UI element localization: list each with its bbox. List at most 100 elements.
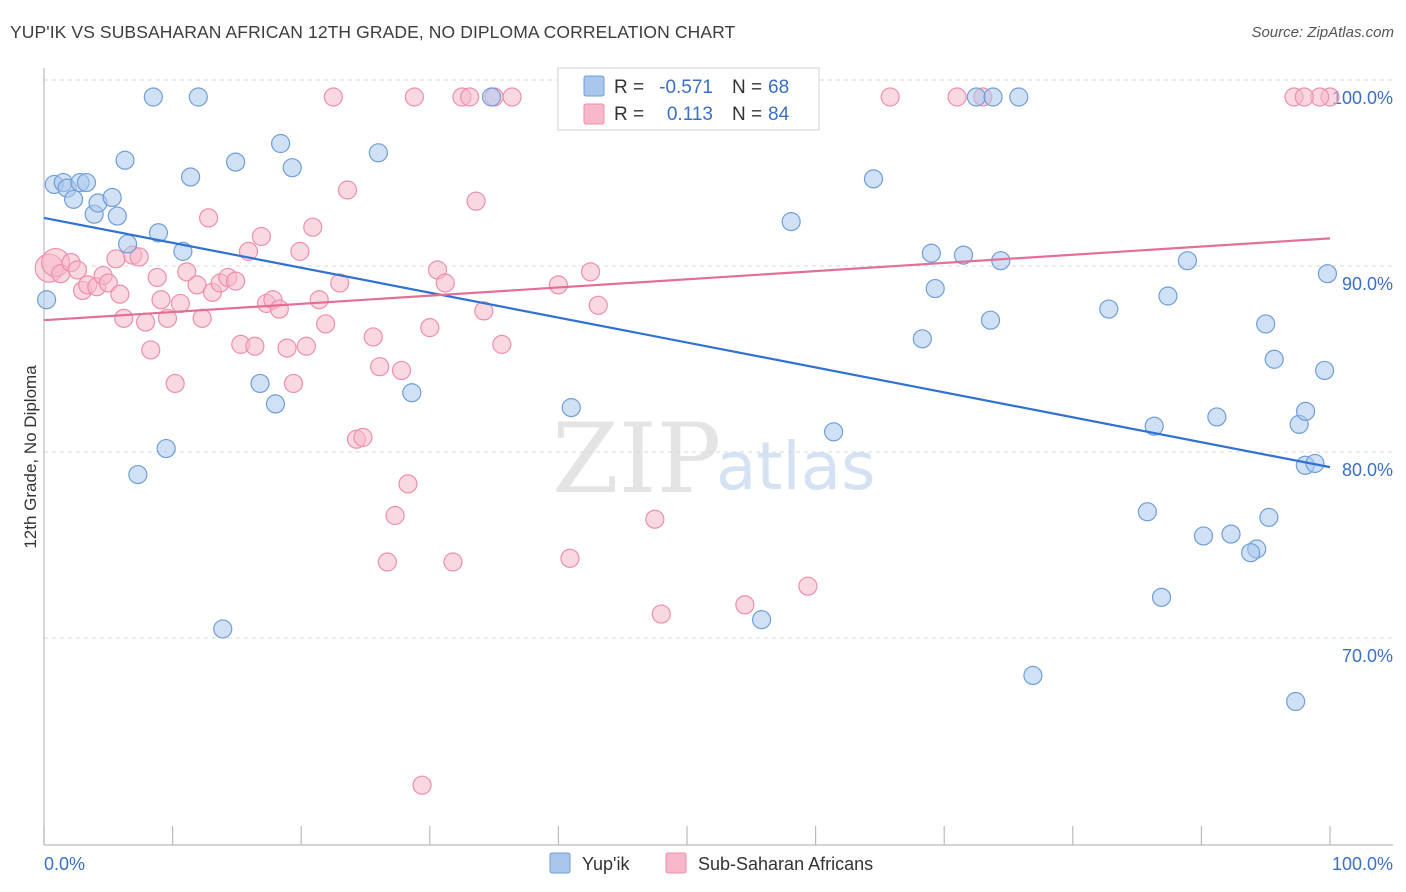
yupik-point [1158, 286, 1178, 306]
yupik-point [156, 438, 176, 459]
sub-saharan-point [283, 373, 304, 394]
sub-saharan-point [67, 260, 88, 280]
yupik-point [102, 187, 122, 208]
y-tick-label-90: 90.0% [1342, 274, 1393, 294]
trend-line-sub-saharan [43, 237, 1331, 322]
source-credit: Source: ZipAtlas.com [1251, 24, 1394, 41]
yupik-point [1256, 314, 1276, 334]
sub-saharan-point [377, 552, 397, 572]
series-yupik-points [36, 87, 1338, 712]
bottom-legend-label-sub-saharan: Sub-Saharan Africans [698, 854, 873, 874]
yupik-point [1221, 524, 1241, 544]
yupik-point [980, 310, 1001, 330]
yupik-point [36, 290, 57, 310]
yupik-point [402, 383, 422, 403]
sub-saharan-point [370, 357, 390, 377]
sub-saharan-point [460, 87, 480, 107]
sub-saharan-point [466, 191, 486, 211]
legend-r-label-1: R = [614, 77, 644, 98]
sub-saharan-point [880, 87, 900, 107]
sub-saharan-point [404, 87, 424, 107]
bottom-legend-label-yupik: Yup'ik [582, 854, 630, 874]
legend-swatch-yupik [583, 75, 605, 97]
sub-saharan-point [588, 295, 608, 315]
yupik-point [1137, 502, 1157, 522]
y-axis-title: 12th Grade, No Diploma [21, 365, 40, 549]
sub-saharan-point [192, 308, 212, 328]
yupik-point [250, 373, 270, 394]
watermark-zip: ZIP [552, 403, 721, 515]
yupik-point [213, 619, 233, 639]
yupik-point [1177, 251, 1198, 271]
yupik-point [1295, 401, 1316, 421]
sub-saharan-point [548, 275, 569, 295]
legend-n-label-2: N = [732, 104, 762, 125]
yupik-point [128, 464, 148, 485]
tick-labels: 100.0% 90.0% 80.0% 70.0% 0.0% 100.0% [44, 88, 1393, 874]
series-legend: Yup'ik Sub-Saharan Africans [549, 852, 873, 874]
sub-saharan-point [165, 373, 185, 394]
yupik-point [863, 169, 884, 189]
sub-saharan-point [502, 87, 522, 107]
yupik-point [1151, 587, 1172, 607]
chart-title: YUP'IK VS SUBSAHARAN AFRICAN 12TH GRADE,… [10, 22, 736, 42]
sub-saharan-point [129, 247, 149, 267]
yupik-point [983, 87, 1003, 107]
sub-saharan-point [177, 262, 197, 282]
yupik-point [1207, 407, 1227, 427]
sub-saharan-point [798, 576, 818, 596]
yupik-point [115, 150, 135, 170]
yupik-point [781, 212, 801, 232]
yupik-point [966, 87, 986, 107]
sub-saharan-point [330, 273, 350, 293]
yupik-point [76, 172, 97, 193]
sub-saharan-point [420, 318, 440, 338]
yupik-point [953, 245, 974, 265]
yupik-point [1144, 416, 1164, 436]
sub-saharan-point [309, 290, 329, 310]
yupik-point [751, 610, 772, 630]
yupik-point [271, 133, 291, 154]
legend-n-value-1: 68 [768, 77, 789, 98]
yupik-point [117, 234, 138, 254]
sub-saharan-point [303, 217, 323, 237]
sub-saharan-point [170, 293, 190, 314]
yupik-point [181, 167, 201, 187]
sub-saharan-point [363, 327, 383, 347]
sub-saharan-point [187, 275, 207, 295]
sub-saharan-point [443, 552, 463, 572]
legend-n-label-1: N = [732, 77, 762, 98]
sub-saharan-point [98, 273, 118, 293]
yupik-point [188, 87, 208, 107]
sub-saharan-point [151, 290, 171, 310]
yupik-point [481, 87, 502, 107]
sub-saharan-point [199, 208, 219, 228]
y-tick-label-80: 80.0% [1342, 460, 1393, 480]
axes [43, 68, 1393, 846]
sub-saharan-point [735, 595, 755, 615]
sub-saharan-point [277, 338, 297, 358]
yupik-point [1259, 507, 1279, 527]
yupik-point [561, 398, 581, 418]
sub-saharan-point [337, 180, 358, 200]
sub-saharan-point [412, 775, 432, 795]
yupik-point [282, 158, 302, 178]
yupik-point [1264, 349, 1284, 369]
yupik-point [1023, 665, 1043, 686]
legend-r-value-1: -0.571 [659, 77, 713, 98]
sub-saharan-point [435, 273, 455, 293]
yupik-point [1241, 543, 1261, 563]
x-tick-label-100: 100.0% [1332, 854, 1393, 874]
legend-r-label-2: R = [614, 104, 644, 125]
sub-saharan-point [316, 314, 336, 334]
trend-lines [43, 216, 1331, 469]
sub-saharan-point [296, 336, 316, 356]
yupik-point [143, 87, 163, 107]
y-tick-label-100: 100.0% [1332, 88, 1393, 108]
sub-saharan-point [560, 548, 580, 568]
y-tick-label-70: 70.0% [1342, 646, 1393, 666]
yupik-point [1099, 299, 1119, 319]
sub-saharan-point [398, 474, 418, 494]
sub-saharan-point [106, 249, 126, 269]
